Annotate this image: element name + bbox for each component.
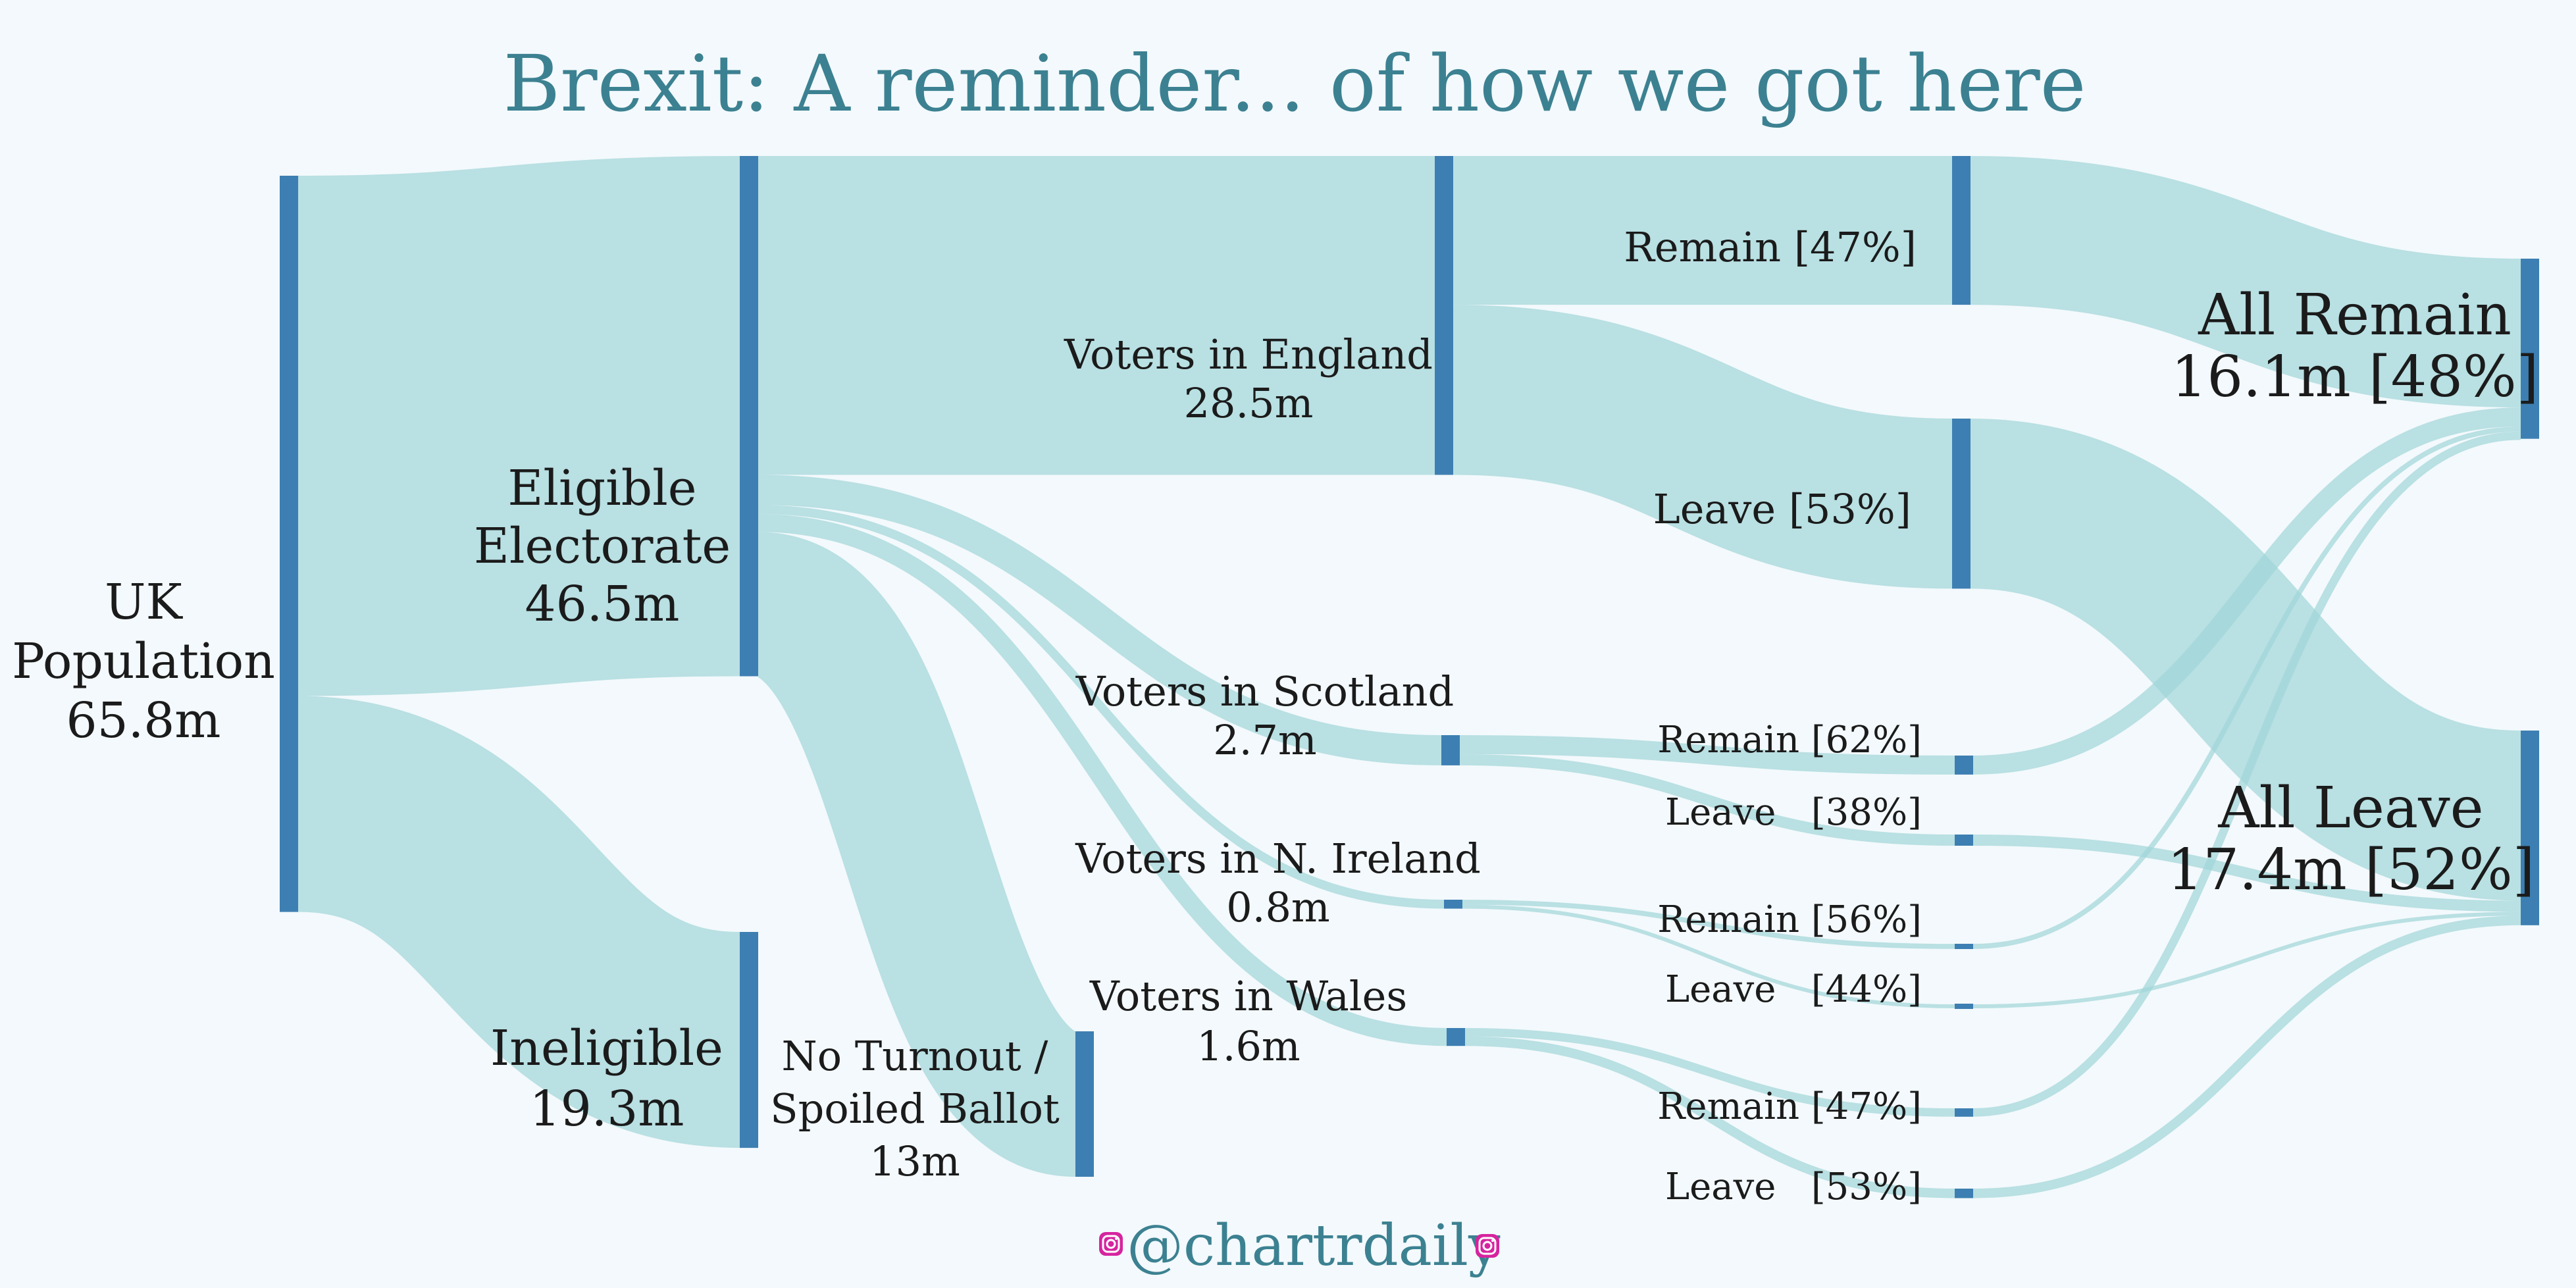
- node-all_remain: [2521, 259, 2539, 439]
- node-sco_remain: [1955, 756, 1973, 775]
- label-line: UK: [105, 574, 183, 631]
- label-line: Remain [62%]: [1657, 719, 1922, 761]
- instagram-icon: [1099, 1232, 1123, 1256]
- label-line: Leave [53%]: [1665, 1166, 1922, 1208]
- node-ni_leave: [1955, 1004, 1973, 1009]
- label-ni: Voters in N. Ireland 0.8m: [1075, 835, 1481, 931]
- label-line: Voters in Scotland: [1075, 667, 1455, 715]
- flow-wales-wal_leave: [1464, 1036, 1955, 1198]
- label-line: Leave [38%]: [1665, 791, 1922, 834]
- label-all_remain: All Remain 16.1m [48%]: [2171, 282, 2539, 410]
- label-line: Electorate: [474, 518, 731, 575]
- label-eng_leave: Leave [53%]: [1653, 485, 1911, 533]
- label-line: 19.3m: [530, 1081, 684, 1137]
- label-uk: UK Population 65.8m: [12, 574, 275, 749]
- label-line: 46.5m: [525, 576, 680, 632]
- node-ni_remain: [1955, 944, 1973, 949]
- flow-wal_leave-all_leave: [1972, 915, 2521, 1198]
- label-line: 17.4m [52%]: [2167, 837, 2535, 903]
- label-eligible: Eligible Electorate 46.5m: [474, 460, 731, 632]
- label-sco_leave: Leave [38%]: [1665, 791, 1922, 834]
- flow-sco_remain-all_remain: [1972, 407, 2521, 775]
- flow-england-eng_leave: [1453, 305, 1953, 589]
- label-line: Population: [12, 633, 275, 690]
- flow-ni-ni_leave: [1462, 904, 1955, 1008]
- label-eng_remain: Remain [47%]: [1624, 223, 1917, 271]
- label-line: Remain [56%]: [1657, 898, 1922, 941]
- flow-scotland-sco_remain: [1459, 735, 1955, 775]
- label-line: No Turnout /: [782, 1032, 1048, 1080]
- label-line: 16.1m [48%]: [2171, 344, 2539, 410]
- flow-wal_remain-all_remain: [1972, 431, 2521, 1117]
- label-sco_remain: Remain [62%]: [1657, 719, 1922, 761]
- flow-eng_remain-all_remain: [1970, 156, 2521, 408]
- flow-sco_leave-all_leave: [1972, 835, 2521, 912]
- label-ni_remain: Remain [56%]: [1657, 898, 1922, 941]
- node-uk: [280, 176, 298, 912]
- label-wal_remain: Remain [47%]: [1657, 1085, 1922, 1128]
- label-ineligible: Ineligible 19.3m: [490, 1020, 723, 1137]
- label-line: Leave [53%]: [1653, 485, 1911, 533]
- label-line: Spoiled Ballot: [770, 1085, 1060, 1133]
- label-line: Voters in Wales: [1089, 972, 1407, 1020]
- label-line: Voters in England: [1064, 330, 1433, 378]
- flow-eng_leave-all_leave: [1969, 419, 2523, 901]
- sankey-nodes: [280, 156, 2539, 1198]
- footer: @chartrdaily: [1099, 1213, 1501, 1279]
- flow-eligible-scotland: [758, 475, 1442, 765]
- node-ni: [1444, 900, 1462, 909]
- node-eng_leave: [1952, 419, 1971, 589]
- label-line: All Leave: [2217, 775, 2483, 841]
- label-line: 13m: [869, 1137, 960, 1185]
- flow-ni_remain-all_remain: [1972, 426, 2521, 949]
- flow-ni_leave-all_leave: [1972, 912, 2521, 1008]
- label-line: Eligible: [507, 460, 696, 517]
- node-ineligible: [740, 932, 758, 1148]
- flow-uk-ineligible: [295, 696, 743, 1148]
- sankey-labels: UK Population 65.8m Eligible Electorate 46.5m…: [12, 223, 2538, 1208]
- label-line: Remain [47%]: [1624, 223, 1917, 271]
- chart-title: Brexit: A reminder... of how we got here: [503, 38, 2086, 129]
- label-wales: Voters in Wales 1.6m: [1089, 972, 1407, 1070]
- flow-eligible-noturnout: [752, 532, 1082, 1177]
- flow-wales-wal_remain: [1464, 1028, 1955, 1117]
- label-line: 2.7m: [1213, 716, 1316, 764]
- label-england: Voters in England 28.5m: [1064, 330, 1433, 427]
- node-wales: [1447, 1028, 1465, 1046]
- flow-eligible-wales: [758, 514, 1447, 1046]
- label-wal_leave: Leave [53%]: [1665, 1166, 1922, 1208]
- label-line: 1.6m: [1197, 1022, 1300, 1070]
- node-sco_leave: [1955, 835, 1973, 846]
- node-wal_remain: [1955, 1108, 1973, 1117]
- instagram-icon: [1476, 1234, 1499, 1258]
- label-line: Remain [47%]: [1657, 1085, 1922, 1128]
- node-wal_leave: [1955, 1189, 1973, 1198]
- node-england: [1435, 156, 1453, 475]
- flow-scotland-sco_leave: [1459, 754, 1955, 846]
- node-eligible: [740, 156, 758, 677]
- label-line: 28.5m: [1184, 379, 1314, 427]
- label-line: 65.8m: [66, 692, 221, 749]
- node-noturnout: [1075, 1031, 1094, 1177]
- label-line: Voters in N. Ireland: [1075, 835, 1481, 883]
- node-scotland: [1441, 735, 1460, 765]
- handle-text: @chartrdaily: [1127, 1213, 1501, 1279]
- label-line: Leave [44%]: [1665, 968, 1922, 1011]
- flow-eligible-ni: [758, 505, 1445, 909]
- node-eng_remain: [1952, 156, 1971, 305]
- flow-ni-ni_remain: [1462, 899, 1955, 949]
- label-all_leave: All Leave 17.4m [52%]: [2167, 775, 2535, 903]
- node-all_leave: [2521, 731, 2539, 925]
- label-scotland: Voters in Scotland 2.7m: [1075, 667, 1455, 764]
- label-line: 0.8m: [1226, 883, 1329, 931]
- flow-uk-eligible: [297, 156, 740, 696]
- label-line: All Remain: [2198, 282, 2512, 348]
- label-noturnout: No Turnout / Spoiled Ballot 13m: [770, 1032, 1060, 1185]
- label-ni_leave: Leave [44%]: [1665, 968, 1922, 1011]
- sankey-links: [295, 155, 2523, 1198]
- label-line: Ineligible: [490, 1020, 723, 1077]
